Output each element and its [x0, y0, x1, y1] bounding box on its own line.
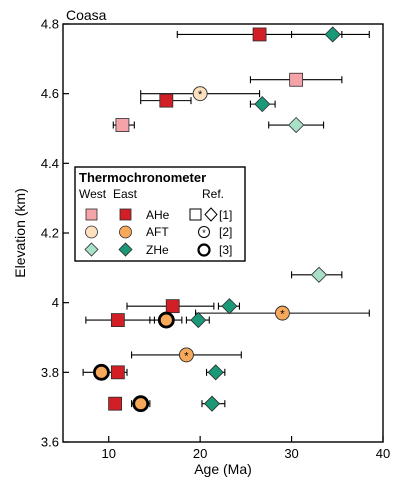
- x-tick-label: 10: [101, 446, 115, 461]
- ahe-east-marker: [110, 365, 125, 380]
- y-tick-label: 3.6: [41, 435, 59, 450]
- zhe-east-marker: [324, 26, 341, 43]
- zhe-east-marker: [203, 395, 221, 412]
- legend-ref2-marker: [198, 226, 210, 238]
- chart-title: Coasa: [66, 7, 107, 23]
- zhe-east-marker: [207, 364, 224, 381]
- aft-east-marker: [93, 363, 110, 381]
- aft-east-marker: [132, 395, 150, 413]
- legend-aft-west-marker: [85, 225, 98, 239]
- legend-ref2-star: *: [202, 228, 206, 238]
- legend-ahe-west-marker: [85, 208, 98, 221]
- aft-west-marker: [192, 86, 208, 102]
- ahe-east-marker: [110, 313, 125, 327]
- aft-east-marker: [178, 347, 194, 363]
- legend-ahe-label: AHe: [146, 208, 170, 222]
- legend-ref3-label: [3]: [219, 243, 232, 257]
- y-tick-label: 4.6: [41, 86, 59, 101]
- aft-east-marker: [274, 305, 290, 321]
- ahe-west-marker: [115, 118, 130, 132]
- legend-col-east: East: [113, 187, 138, 201]
- legend-ref1-square-marker: [189, 208, 202, 221]
- legend-ref1-diamond-marker: [204, 207, 218, 222]
- x-axis-label: Age (Ma): [194, 461, 252, 477]
- y-tick-label: 3.8: [41, 365, 59, 380]
- zhe-east-marker: [254, 96, 271, 113]
- legend-col-ref: Ref.: [202, 187, 224, 201]
- legend-zhe-label: ZHe: [146, 243, 169, 257]
- ahe-east-marker: [252, 27, 267, 42]
- legend-title: Thermochronometer: [79, 170, 206, 185]
- legend-aft-east-marker: [119, 225, 132, 239]
- y-tick-label: 4.2: [41, 226, 59, 241]
- y-tick-label: 4: [52, 295, 59, 310]
- axis-ticks: 10 20 30 40 3.6 3.8 4 4.2 4.4 4.6 4.8: [41, 17, 390, 462]
- ref2-star: *: [184, 350, 189, 362]
- y-tick-label: 4.8: [41, 17, 59, 32]
- legend-ref1-label: [1]: [219, 208, 232, 222]
- legend-ahe-east-marker: [119, 208, 132, 221]
- ref2-star: *: [280, 309, 285, 321]
- legend-aft-label: AFT: [146, 225, 169, 239]
- legend-col-west: West: [79, 187, 107, 201]
- zhe-west-marker: [288, 116, 305, 134]
- legend-zhe-west-marker: [84, 242, 99, 257]
- x-tick-label: 40: [376, 446, 390, 461]
- zhe-west-marker: [310, 266, 328, 283]
- ahe-east-marker: [159, 93, 174, 108]
- ahe-east-marker: [165, 299, 180, 314]
- ahe-west-marker: [289, 72, 304, 87]
- x-tick-label: 30: [284, 446, 298, 461]
- x-tick-label: 20: [193, 446, 207, 461]
- legend-ref3-marker: [197, 243, 211, 257]
- zhe-east-marker: [190, 312, 207, 329]
- legend: Thermochronometer West East Ref. AHe [1]…: [74, 166, 246, 262]
- y-tick-label: 4.4: [41, 156, 59, 171]
- ahe-east-marker: [108, 396, 123, 411]
- aft-east-marker: [157, 311, 175, 329]
- y-axis-label: Elevation (km): [12, 188, 28, 277]
- zhe-east-marker: [221, 298, 238, 315]
- legend-zhe-east-marker: [118, 242, 133, 257]
- ref2-star: *: [198, 89, 203, 101]
- data-markers: * * *: [93, 26, 341, 413]
- legend-ref2-label: [2]: [219, 225, 232, 239]
